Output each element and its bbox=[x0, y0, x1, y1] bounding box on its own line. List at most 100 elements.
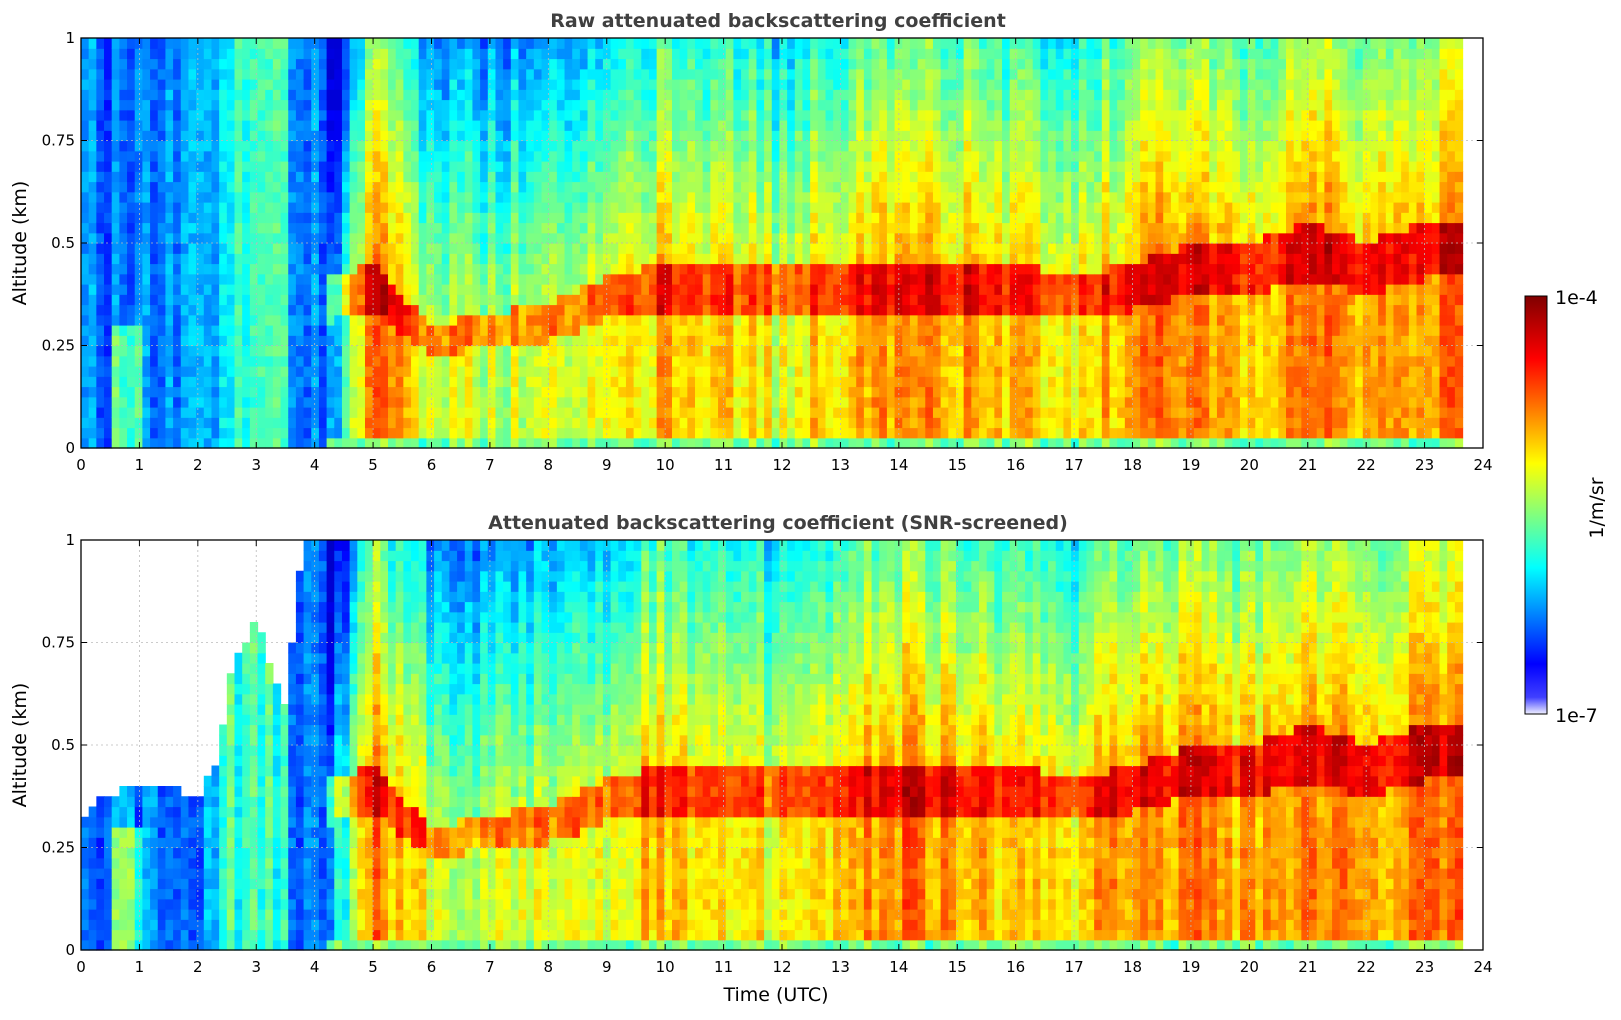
heatmap-cell bbox=[434, 274, 442, 285]
heatmap-cell bbox=[196, 346, 204, 357]
heatmap-cell bbox=[334, 305, 342, 316]
heatmap-cell bbox=[472, 110, 480, 121]
heatmap-cell bbox=[127, 223, 135, 234]
heatmap-cell bbox=[802, 151, 810, 162]
heatmap-cell bbox=[480, 182, 488, 193]
heatmap-cell bbox=[112, 438, 120, 449]
heatmap-cell bbox=[910, 59, 918, 70]
heatmap-cell bbox=[281, 417, 289, 428]
heatmap-cell bbox=[1002, 243, 1010, 254]
heatmap-cell bbox=[948, 89, 956, 100]
heatmap-cell bbox=[327, 428, 335, 439]
heatmap-cell bbox=[150, 141, 158, 152]
heatmap-cell bbox=[104, 346, 112, 357]
heatmap-cell bbox=[173, 161, 181, 172]
heatmap-cell bbox=[726, 223, 734, 234]
heatmap-cell bbox=[273, 417, 281, 428]
heatmap-cell bbox=[442, 202, 450, 213]
heatmap-cell bbox=[1010, 397, 1018, 408]
heatmap-cell bbox=[772, 315, 780, 326]
heatmap-cell bbox=[718, 120, 726, 131]
heatmap-cell bbox=[403, 305, 411, 316]
heatmap-cell bbox=[749, 130, 757, 141]
heatmap-cell bbox=[334, 325, 342, 336]
heatmap-cell bbox=[219, 376, 227, 387]
heatmap-cell bbox=[1033, 89, 1041, 100]
heatmap-cell bbox=[495, 428, 503, 439]
heatmap-cell bbox=[227, 376, 235, 387]
heatmap-cell bbox=[165, 59, 173, 70]
heatmap-cell bbox=[994, 59, 1002, 70]
heatmap-cell bbox=[411, 110, 419, 121]
heatmap-cell bbox=[281, 274, 289, 285]
heatmap-cell bbox=[434, 376, 442, 387]
heatmap-cell bbox=[741, 171, 749, 182]
heatmap-cell bbox=[595, 335, 603, 346]
heatmap-cell bbox=[327, 305, 335, 316]
heatmap-cell bbox=[987, 346, 995, 357]
heatmap-cell bbox=[703, 366, 711, 377]
heatmap-cell bbox=[150, 110, 158, 121]
heatmap-cell bbox=[211, 202, 219, 213]
heatmap-cell bbox=[342, 171, 350, 182]
heatmap-cell bbox=[618, 59, 626, 70]
heatmap-cell bbox=[572, 48, 580, 59]
heatmap-cell bbox=[565, 397, 573, 408]
heatmap-cell bbox=[1017, 335, 1025, 346]
heatmap-cell bbox=[288, 130, 296, 141]
heatmap-cell bbox=[96, 59, 104, 70]
heatmap-cell bbox=[657, 315, 665, 326]
heatmap-cell bbox=[718, 79, 726, 90]
heatmap-cell bbox=[756, 79, 764, 90]
heatmap-cell bbox=[350, 325, 358, 336]
heatmap-cell bbox=[565, 438, 573, 449]
heatmap-cell bbox=[695, 417, 703, 428]
heatmap-cell bbox=[1033, 212, 1041, 223]
heatmap-cell bbox=[979, 110, 987, 121]
heatmap-cell bbox=[119, 407, 127, 418]
heatmap-cell bbox=[304, 417, 312, 428]
heatmap-cell bbox=[411, 59, 419, 70]
heatmap-cell bbox=[142, 38, 150, 49]
heatmap-cell bbox=[680, 233, 688, 244]
heatmap-cell bbox=[403, 356, 411, 367]
heatmap-cell bbox=[334, 335, 342, 346]
heatmap-cell bbox=[319, 151, 327, 162]
heatmap-cell bbox=[872, 335, 880, 346]
heatmap-cell bbox=[89, 171, 97, 182]
heatmap-cell bbox=[480, 202, 488, 213]
heatmap-cell bbox=[396, 89, 404, 100]
heatmap-cell bbox=[588, 264, 596, 275]
heatmap-cell bbox=[710, 161, 718, 172]
heatmap-cell bbox=[396, 182, 404, 193]
heatmap-cell bbox=[288, 346, 296, 357]
heatmap-cell bbox=[265, 376, 273, 387]
heatmap-cell bbox=[841, 130, 849, 141]
heatmap-cell bbox=[311, 397, 319, 408]
heatmap-cell bbox=[119, 305, 127, 316]
heatmap-cell bbox=[641, 366, 649, 377]
heatmap-cell bbox=[380, 274, 388, 285]
heatmap-cell bbox=[488, 407, 496, 418]
heatmap-cell bbox=[672, 223, 680, 234]
heatmap-cell bbox=[181, 376, 189, 387]
heatmap-cell bbox=[925, 89, 933, 100]
heatmap-cell bbox=[580, 264, 588, 275]
heatmap-cell bbox=[258, 79, 266, 90]
heatmap-cell bbox=[81, 376, 89, 387]
heatmap-cell bbox=[741, 387, 749, 398]
heatmap-cell bbox=[626, 161, 634, 172]
heatmap-cell bbox=[626, 376, 634, 387]
heatmap-cell bbox=[1025, 192, 1033, 203]
heatmap-cell bbox=[611, 305, 619, 316]
heatmap-cell bbox=[849, 171, 857, 182]
heatmap-cell bbox=[864, 294, 872, 305]
heatmap-cell bbox=[910, 212, 918, 223]
heatmap-cell bbox=[918, 294, 926, 305]
heatmap-cell bbox=[710, 171, 718, 182]
heatmap-cell bbox=[273, 192, 281, 203]
heatmap-cell bbox=[488, 325, 496, 336]
heatmap-cell bbox=[787, 284, 795, 295]
heatmap-cell bbox=[933, 110, 941, 121]
heatmap-cell bbox=[127, 264, 135, 275]
